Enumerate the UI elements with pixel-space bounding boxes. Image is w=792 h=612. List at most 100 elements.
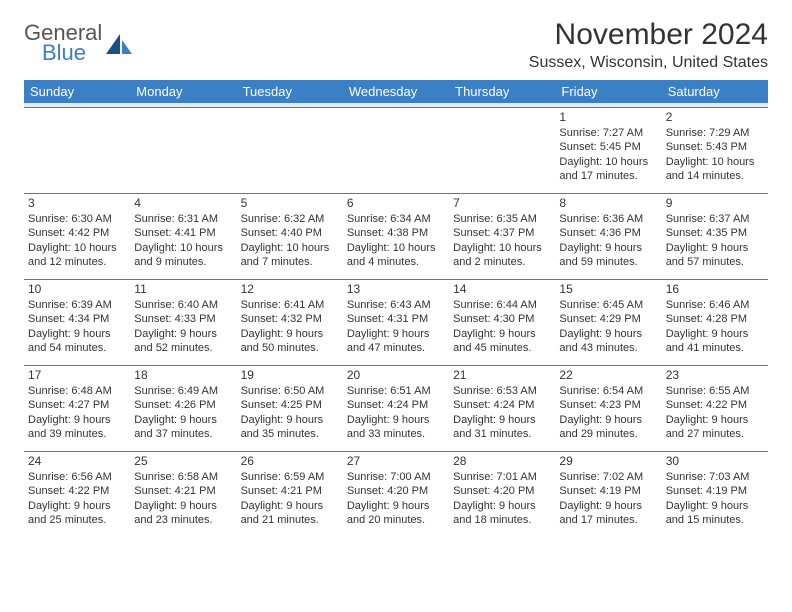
- calendar-day: 28Sunrise: 7:01 AMSunset: 4:20 PMDayligh…: [449, 451, 555, 537]
- calendar-table: SundayMondayTuesdayWednesdayThursdayFrid…: [24, 80, 768, 537]
- calendar-day: 21Sunrise: 6:53 AMSunset: 4:24 PMDayligh…: [449, 365, 555, 451]
- sunset-line: Sunset: 4:42 PM: [28, 226, 126, 240]
- logo-word-2: Blue: [42, 42, 102, 64]
- sunrise-line: Sunrise: 6:35 AM: [453, 212, 551, 226]
- sunrise-line: Sunrise: 6:43 AM: [347, 298, 445, 312]
- day-number: 26: [241, 454, 339, 470]
- daylight-line: Daylight: 9 hours: [559, 413, 657, 427]
- daylight-line: Daylight: 9 hours: [453, 327, 551, 341]
- calendar-day: 22Sunrise: 6:54 AMSunset: 4:23 PMDayligh…: [555, 365, 661, 451]
- day-number: 15: [559, 282, 657, 298]
- sunset-line: Sunset: 4:23 PM: [559, 398, 657, 412]
- daylight-line: and 20 minutes.: [347, 513, 445, 527]
- sunset-line: Sunset: 4:32 PM: [241, 312, 339, 326]
- daylight-line: and 21 minutes.: [241, 513, 339, 527]
- sunset-line: Sunset: 4:28 PM: [666, 312, 764, 326]
- sunrise-line: Sunrise: 6:50 AM: [241, 384, 339, 398]
- calendar-day: 13Sunrise: 6:43 AMSunset: 4:31 PMDayligh…: [343, 279, 449, 365]
- day-number: 20: [347, 368, 445, 384]
- sunset-line: Sunset: 5:45 PM: [559, 140, 657, 154]
- day-number: 28: [453, 454, 551, 470]
- sunrise-line: Sunrise: 6:48 AM: [28, 384, 126, 398]
- calendar-week: 24Sunrise: 6:56 AMSunset: 4:22 PMDayligh…: [24, 451, 768, 537]
- sunset-line: Sunset: 4:20 PM: [347, 484, 445, 498]
- sunrise-line: Sunrise: 6:51 AM: [347, 384, 445, 398]
- day-number: 8: [559, 196, 657, 212]
- calendar-day: 15Sunrise: 6:45 AMSunset: 4:29 PMDayligh…: [555, 279, 661, 365]
- daylight-line: Daylight: 9 hours: [241, 413, 339, 427]
- daylight-line: and 33 minutes.: [347, 427, 445, 441]
- sunrise-line: Sunrise: 6:44 AM: [453, 298, 551, 312]
- daylight-line: and 54 minutes.: [28, 341, 126, 355]
- calendar-day: 30Sunrise: 7:03 AMSunset: 4:19 PMDayligh…: [662, 451, 768, 537]
- sunset-line: Sunset: 4:19 PM: [666, 484, 764, 498]
- daylight-line: Daylight: 9 hours: [28, 413, 126, 427]
- calendar-day: 16Sunrise: 6:46 AMSunset: 4:28 PMDayligh…: [662, 279, 768, 365]
- day-number: 11: [134, 282, 232, 298]
- sunset-line: Sunset: 4:41 PM: [134, 226, 232, 240]
- calendar-week: 1Sunrise: 7:27 AMSunset: 5:45 PMDaylight…: [24, 107, 768, 193]
- sunset-line: Sunset: 4:27 PM: [28, 398, 126, 412]
- daylight-line: Daylight: 9 hours: [666, 413, 764, 427]
- sunset-line: Sunset: 4:19 PM: [559, 484, 657, 498]
- sunrise-line: Sunrise: 7:00 AM: [347, 470, 445, 484]
- calendar-day: 9Sunrise: 6:37 AMSunset: 4:35 PMDaylight…: [662, 193, 768, 279]
- daylight-line: Daylight: 9 hours: [666, 499, 764, 513]
- sunset-line: Sunset: 4:22 PM: [28, 484, 126, 498]
- calendar-day: 19Sunrise: 6:50 AMSunset: 4:25 PMDayligh…: [237, 365, 343, 451]
- sunrise-line: Sunrise: 6:39 AM: [28, 298, 126, 312]
- daylight-line: Daylight: 10 hours: [666, 155, 764, 169]
- month-title: November 2024: [529, 18, 768, 52]
- sunset-line: Sunset: 4:24 PM: [453, 398, 551, 412]
- calendar-day-empty: [449, 107, 555, 193]
- sunrise-line: Sunrise: 6:46 AM: [666, 298, 764, 312]
- sunset-line: Sunset: 4:31 PM: [347, 312, 445, 326]
- daylight-line: and 14 minutes.: [666, 169, 764, 183]
- daylight-line: and 59 minutes.: [559, 255, 657, 269]
- calendar-day-empty: [24, 107, 130, 193]
- sunset-line: Sunset: 4:40 PM: [241, 226, 339, 240]
- sunrise-line: Sunrise: 6:59 AM: [241, 470, 339, 484]
- calendar-week: 17Sunrise: 6:48 AMSunset: 4:27 PMDayligh…: [24, 365, 768, 451]
- calendar-day: 2Sunrise: 7:29 AMSunset: 5:43 PMDaylight…: [662, 107, 768, 193]
- day-number: 25: [134, 454, 232, 470]
- calendar-day: 27Sunrise: 7:00 AMSunset: 4:20 PMDayligh…: [343, 451, 449, 537]
- calendar-day: 29Sunrise: 7:02 AMSunset: 4:19 PMDayligh…: [555, 451, 661, 537]
- day-number: 1: [559, 110, 657, 126]
- calendar-day-empty: [237, 107, 343, 193]
- day-number: 21: [453, 368, 551, 384]
- calendar-day: 5Sunrise: 6:32 AMSunset: 4:40 PMDaylight…: [237, 193, 343, 279]
- daylight-line: and 31 minutes.: [453, 427, 551, 441]
- day-number: 12: [241, 282, 339, 298]
- calendar-day: 12Sunrise: 6:41 AMSunset: 4:32 PMDayligh…: [237, 279, 343, 365]
- daylight-line: and 18 minutes.: [453, 513, 551, 527]
- sunrise-line: Sunrise: 6:56 AM: [28, 470, 126, 484]
- daylight-line: and 15 minutes.: [666, 513, 764, 527]
- daylight-line: Daylight: 10 hours: [347, 241, 445, 255]
- sunset-line: Sunset: 4:35 PM: [666, 226, 764, 240]
- day-number: 3: [28, 196, 126, 212]
- calendar-day: 14Sunrise: 6:44 AMSunset: 4:30 PMDayligh…: [449, 279, 555, 365]
- daylight-line: Daylight: 9 hours: [559, 241, 657, 255]
- daylight-line: Daylight: 9 hours: [134, 413, 232, 427]
- calendar-day: 24Sunrise: 6:56 AMSunset: 4:22 PMDayligh…: [24, 451, 130, 537]
- daylight-line: and 37 minutes.: [134, 427, 232, 441]
- daylight-line: and 50 minutes.: [241, 341, 339, 355]
- daylight-line: and 25 minutes.: [28, 513, 126, 527]
- day-header-row: SundayMondayTuesdayWednesdayThursdayFrid…: [24, 80, 768, 103]
- daylight-line: Daylight: 9 hours: [241, 499, 339, 513]
- daylight-line: Daylight: 9 hours: [559, 499, 657, 513]
- daylight-line: and 45 minutes.: [453, 341, 551, 355]
- day-header: Monday: [130, 80, 236, 103]
- day-number: 4: [134, 196, 232, 212]
- daylight-line: Daylight: 10 hours: [134, 241, 232, 255]
- day-number: 6: [347, 196, 445, 212]
- calendar-day-empty: [343, 107, 449, 193]
- calendar-day: 17Sunrise: 6:48 AMSunset: 4:27 PMDayligh…: [24, 365, 130, 451]
- day-header: Tuesday: [237, 80, 343, 103]
- logo-text: General Blue: [24, 22, 102, 64]
- sunset-line: Sunset: 4:20 PM: [453, 484, 551, 498]
- sunset-line: Sunset: 5:43 PM: [666, 140, 764, 154]
- day-header: Friday: [555, 80, 661, 103]
- day-number: 29: [559, 454, 657, 470]
